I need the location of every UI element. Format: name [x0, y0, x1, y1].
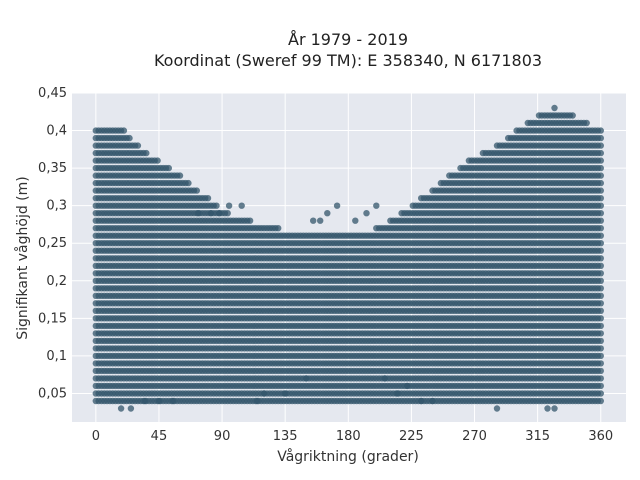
data-point: [126, 134, 133, 142]
data-point: [204, 195, 212, 202]
data-point: [185, 179, 192, 187]
data-point: [224, 210, 231, 217]
data-point: [193, 187, 200, 194]
data-point: [213, 202, 220, 209]
data-point: [246, 217, 254, 224]
data-point: [176, 172, 184, 179]
data-points: [92, 104, 604, 412]
data-point: [134, 142, 142, 149]
chart-title: År 1979 - 2019: [288, 30, 408, 49]
data-point: [275, 225, 282, 232]
data-point: [154, 157, 161, 164]
data-point: [165, 164, 172, 172]
data-point: [143, 149, 150, 157]
chart-subtitle: Koordinat (Sweref 99 TM): E 358340, N 61…: [154, 51, 542, 70]
data-point: [120, 127, 128, 134]
